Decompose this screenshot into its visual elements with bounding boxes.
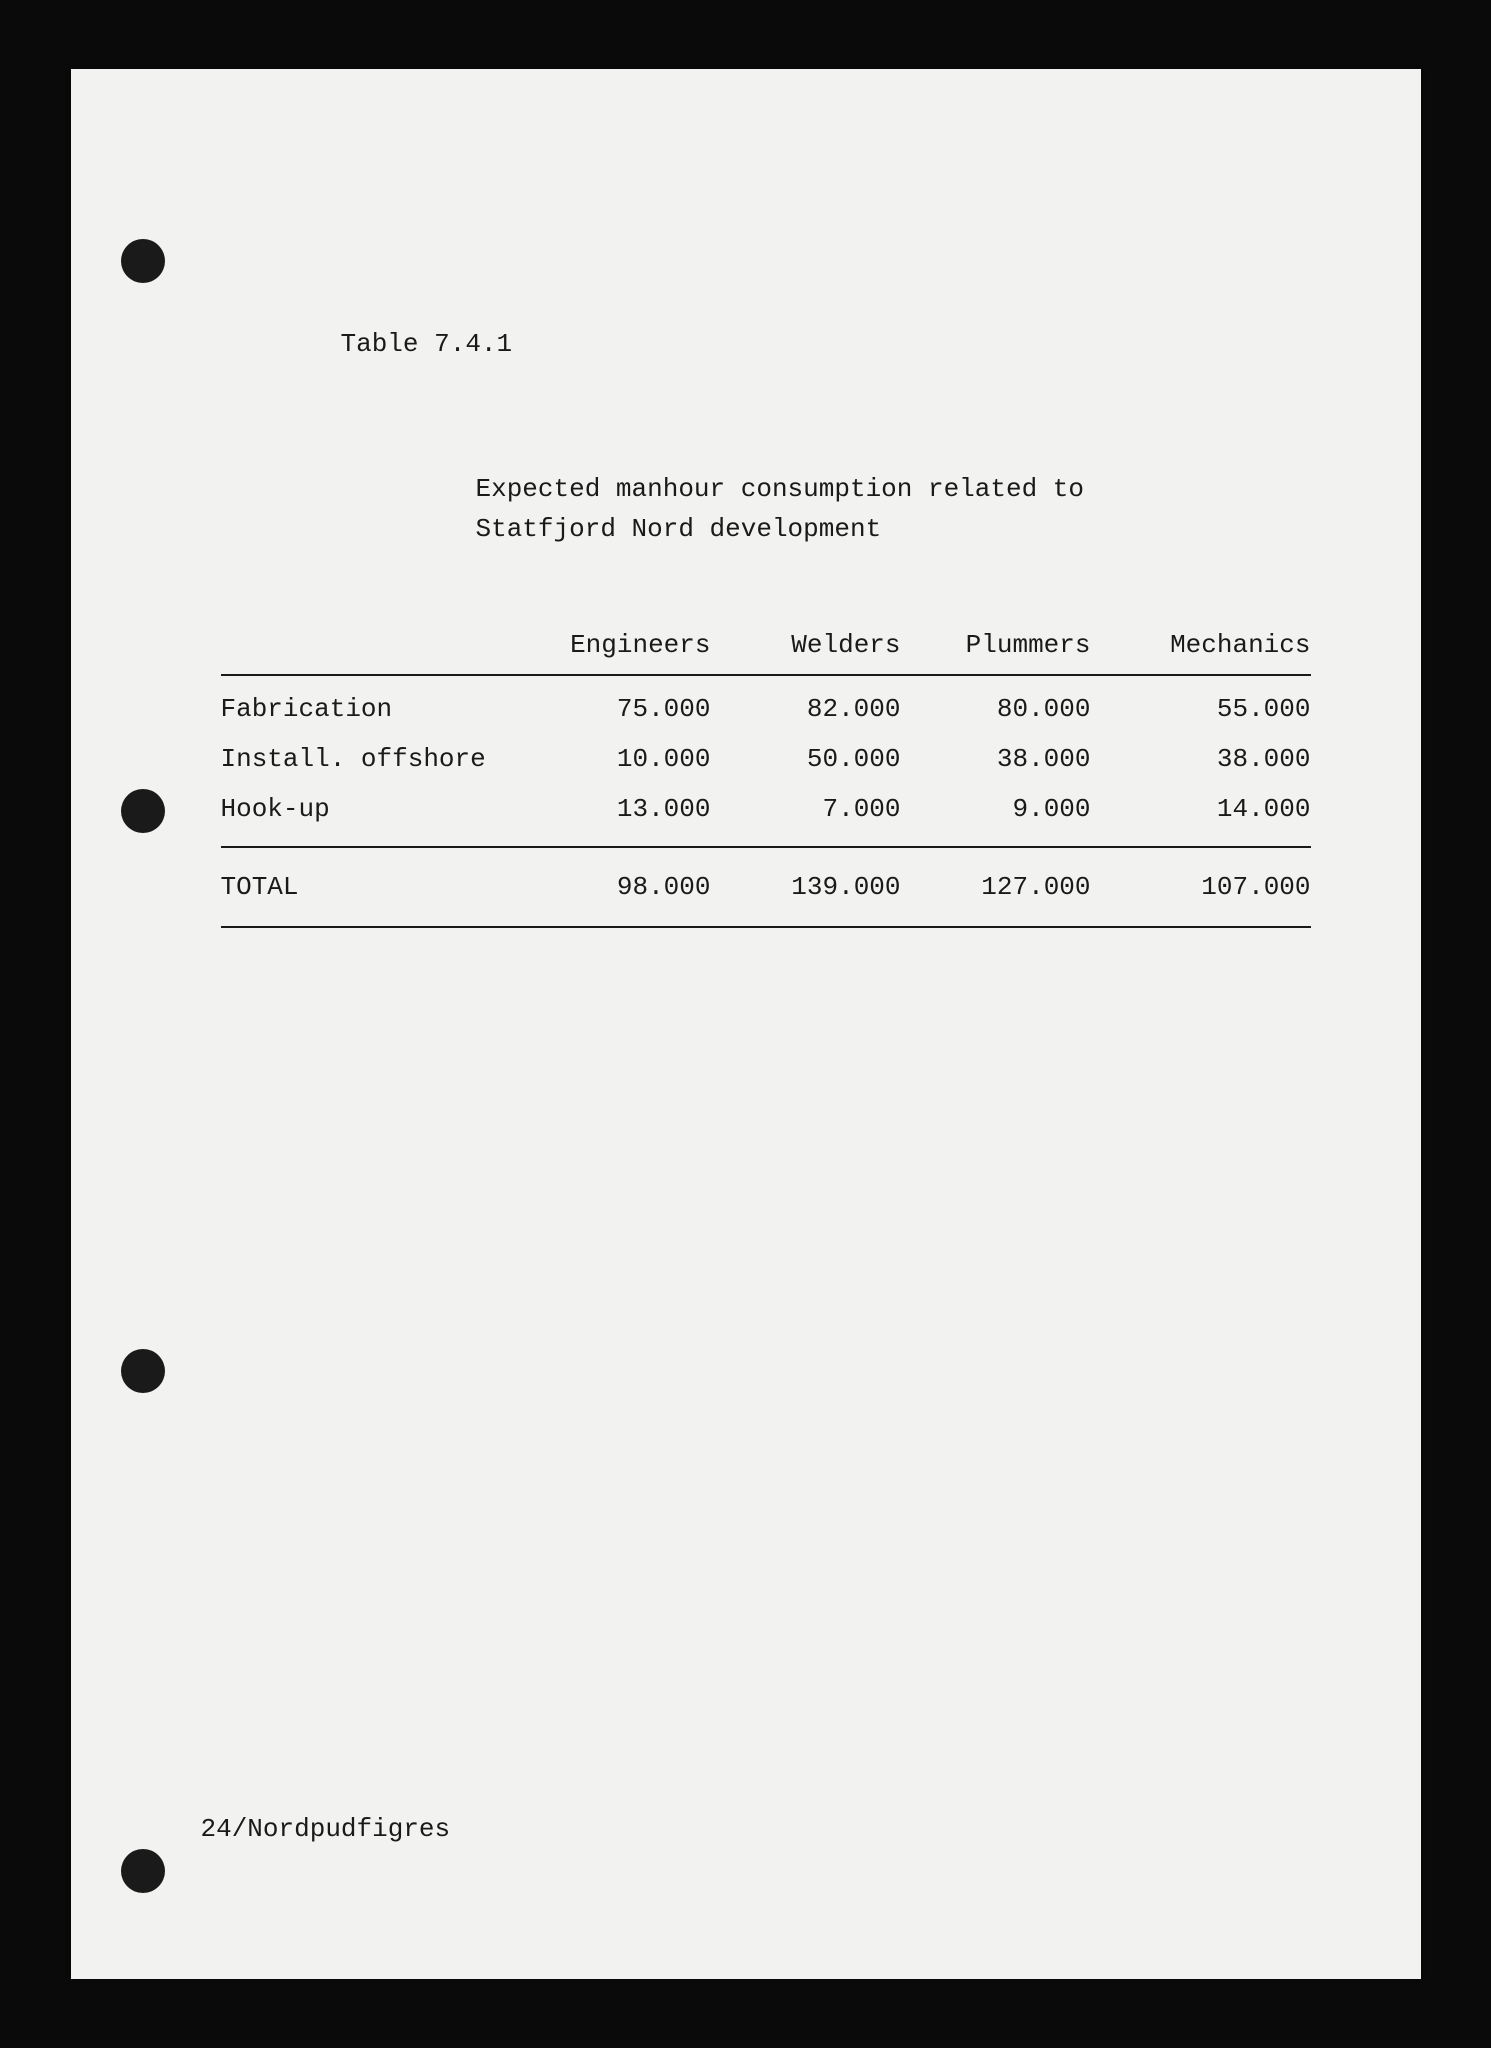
cell-value: 9.000 (901, 784, 1091, 847)
table-total-row: TOTAL 98.000 139.000 127.000 107.000 (221, 847, 1311, 927)
caption-line: Statfjord Nord development (476, 514, 882, 544)
punch-hole-icon (121, 239, 165, 283)
row-label: Fabrication (221, 675, 521, 734)
cell-value: 50.000 (711, 734, 901, 784)
cell-value: 98.000 (521, 847, 711, 927)
row-label: Install. offshore (221, 734, 521, 784)
cell-value: 7.000 (711, 784, 901, 847)
cell-value: 13.000 (521, 784, 711, 847)
punch-hole-icon (121, 1849, 165, 1893)
page-footer: 24/Nordpudfigres (201, 1814, 451, 1844)
row-label: Hook-up (221, 784, 521, 847)
cell-value: 10.000 (521, 734, 711, 784)
table-row: Fabrication 75.000 82.000 80.000 55.000 (221, 675, 1311, 734)
column-header: Welders (711, 620, 901, 675)
cell-value: 139.000 (711, 847, 901, 927)
punch-hole-icon (121, 1349, 165, 1393)
cell-value: 82.000 (711, 675, 901, 734)
column-header: Engineers (521, 620, 711, 675)
table-header-row: Engineers Welders Plummers Mechanics (221, 620, 1311, 675)
punch-hole-icon (121, 789, 165, 833)
cell-value: 38.000 (901, 734, 1091, 784)
column-header: Mechanics (1091, 620, 1311, 675)
cell-value: 127.000 (901, 847, 1091, 927)
table-row: Install. offshore 10.000 50.000 38.000 3… (221, 734, 1311, 784)
column-header (221, 620, 521, 675)
cell-value: 38.000 (1091, 734, 1311, 784)
caption-line: Expected manhour consumption related to (476, 474, 1085, 504)
row-label: TOTAL (221, 847, 521, 927)
manhour-table: Engineers Welders Plummers Mechanics Fab… (221, 620, 1311, 928)
table-number: Table 7.4.1 (341, 329, 1331, 359)
cell-value: 75.000 (521, 675, 711, 734)
scanned-page: Table 7.4.1 Expected manhour consumption… (71, 69, 1421, 1979)
table-row: Hook-up 13.000 7.000 9.000 14.000 (221, 784, 1311, 847)
cell-value: 80.000 (901, 675, 1091, 734)
cell-value: 107.000 (1091, 847, 1311, 927)
table-caption: Expected manhour consumption related to … (476, 469, 1331, 550)
column-header: Plummers (901, 620, 1091, 675)
cell-value: 14.000 (1091, 784, 1311, 847)
cell-value: 55.000 (1091, 675, 1311, 734)
